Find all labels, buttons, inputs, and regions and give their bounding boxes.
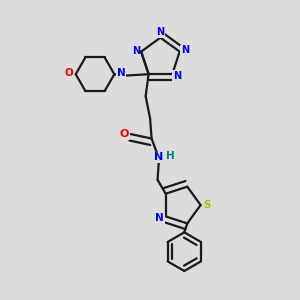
Text: N: N (155, 213, 164, 223)
Text: O: O (120, 129, 129, 139)
Text: N: N (154, 152, 164, 162)
Text: N: N (173, 71, 181, 81)
Text: S: S (203, 200, 211, 210)
Text: N: N (181, 45, 189, 55)
Text: O: O (65, 68, 74, 78)
Text: N: N (132, 46, 140, 56)
Text: H: H (166, 151, 175, 161)
Text: N: N (156, 27, 164, 37)
Text: N: N (116, 68, 125, 78)
